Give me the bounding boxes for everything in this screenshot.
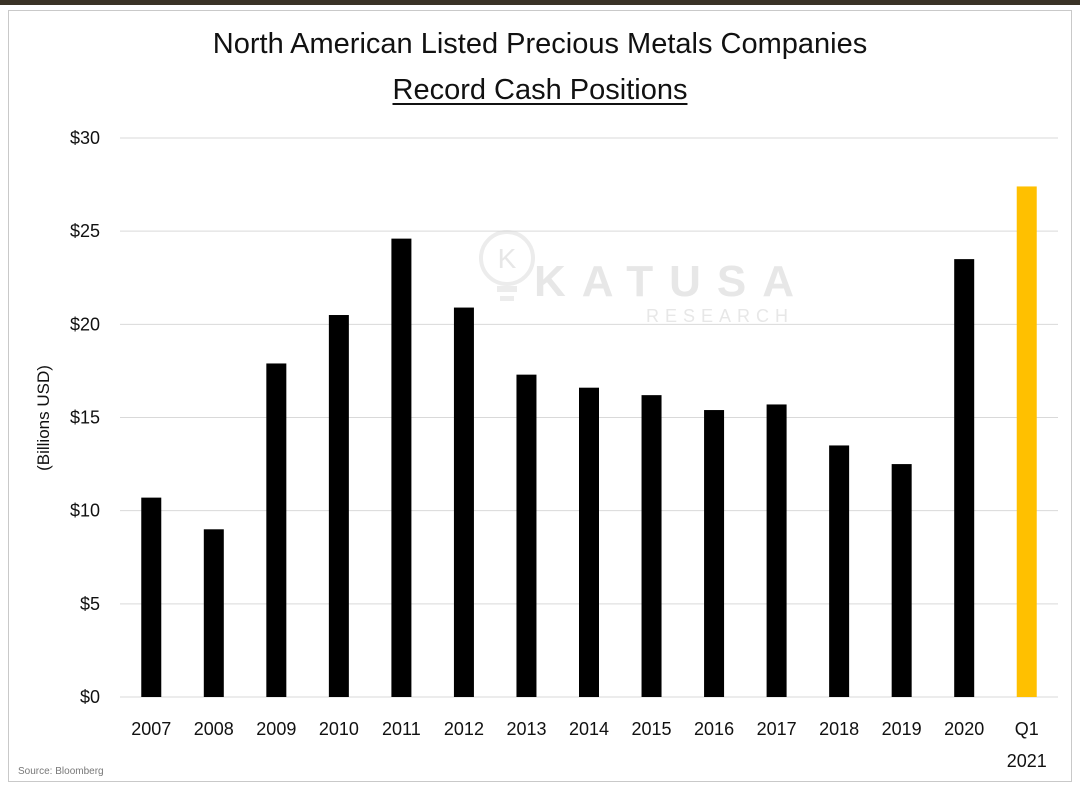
bar <box>704 410 725 697</box>
y-tick-label: $25 <box>70 221 100 241</box>
bars <box>141 186 1037 698</box>
x-tick-label: 2009 <box>256 719 296 739</box>
bar <box>266 363 287 697</box>
x-tick-label: 2019 <box>882 719 922 739</box>
bar <box>1016 186 1037 698</box>
watermark-bulb-base2 <box>500 296 514 301</box>
bar <box>516 374 537 697</box>
bar <box>453 307 474 697</box>
watermark-bulb-icon <box>479 230 535 286</box>
x-tick-label: 2016 <box>694 719 734 739</box>
x-axis-labels: 2007 2008 2009 2010 2011 2012 2013 2014 2015 2016… <box>131 719 1047 771</box>
bar <box>141 497 162 697</box>
bar <box>766 404 787 697</box>
bar <box>391 238 412 697</box>
y-tick-label: $30 <box>70 128 100 148</box>
x-tick-label: 2008 <box>194 719 234 739</box>
bar <box>891 464 912 697</box>
source-note: Source: Bloomberg <box>18 766 104 777</box>
bar <box>203 529 224 697</box>
x-tick-label: 2013 <box>506 719 546 739</box>
x-tick-label: 2010 <box>319 719 359 739</box>
bar <box>579 387 599 697</box>
bar <box>328 315 349 697</box>
watermark-bulb-base <box>497 286 517 292</box>
watermark-logo-letter: K <box>498 243 517 274</box>
y-tick-label: $15 <box>70 408 100 428</box>
x-tick-label: 2011 <box>382 719 421 739</box>
x-tick-label: Q1 <box>1015 719 1039 739</box>
bar <box>829 445 850 697</box>
y-tick-label: $0 <box>80 687 100 707</box>
x-tick-label: 2020 <box>944 719 984 739</box>
x-tick-label: 2015 <box>632 719 672 739</box>
x-tick-label: 2012 <box>444 719 484 739</box>
watermark-sub: RESEARCH <box>646 306 794 326</box>
bar <box>641 395 662 697</box>
x-tick-label: 2017 <box>757 719 797 739</box>
x-tick-label: 2021 <box>1007 751 1047 771</box>
top-border <box>0 0 1080 5</box>
x-tick-label: 2007 <box>131 719 171 739</box>
bar <box>954 259 975 697</box>
y-tick-label: $10 <box>70 501 100 521</box>
y-tick-label: $20 <box>70 314 100 334</box>
watermark-brand: KATUSA <box>534 257 810 306</box>
chart-title: North American Listed Precious Metals Co… <box>212 28 868 60</box>
x-tick-label: 2014 <box>569 719 609 739</box>
katusa-watermark: K KATUSA RESEARCH <box>479 230 810 326</box>
chart-subtitle: Record Cash Positions <box>0 74 1080 107</box>
y-tick-label: $5 <box>80 594 100 614</box>
x-tick-label: 2018 <box>819 719 859 739</box>
chart-subtitle-text: Record Cash Positions <box>392 74 688 106</box>
y-axis-ticks: $0 $5 $10 $15 $20 $25 $30 <box>70 128 100 707</box>
